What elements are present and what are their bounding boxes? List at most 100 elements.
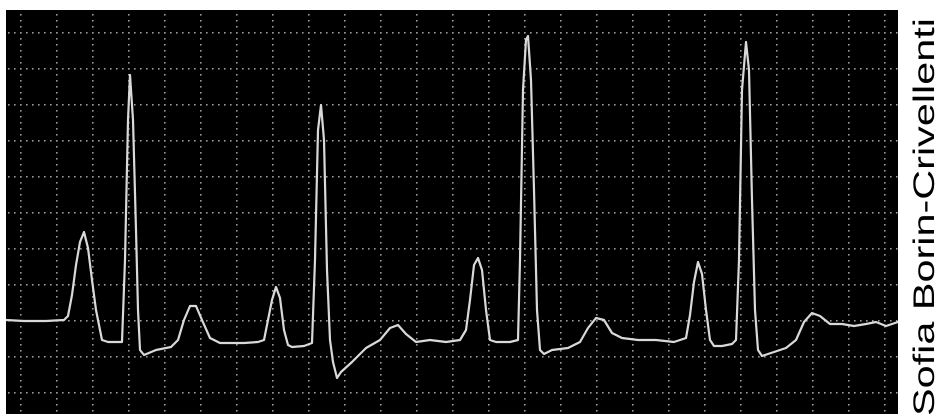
grid-dot bbox=[662, 32, 664, 34]
grid-dot bbox=[704, 266, 706, 268]
grid-dot bbox=[776, 314, 778, 316]
grid-dot bbox=[308, 92, 310, 94]
grid-dot bbox=[164, 98, 166, 100]
grid-dot bbox=[524, 344, 526, 346]
grid-dot bbox=[884, 200, 886, 202]
grid-dot bbox=[86, 392, 88, 394]
grid-dot bbox=[728, 176, 730, 178]
grid-dot bbox=[92, 188, 94, 190]
grid-dot bbox=[416, 194, 418, 196]
grid-dot bbox=[164, 92, 166, 94]
grid-dot bbox=[248, 32, 250, 34]
grid-dot bbox=[416, 140, 418, 142]
grid-dot bbox=[344, 218, 346, 220]
grid-dot bbox=[26, 32, 28, 34]
grid-dot bbox=[416, 200, 418, 202]
grid-dot bbox=[416, 26, 418, 28]
grid-dot bbox=[176, 392, 178, 394]
grid-dot bbox=[38, 104, 40, 106]
grid-dot bbox=[128, 20, 130, 22]
grid-dot bbox=[488, 122, 490, 124]
grid-dot bbox=[128, 14, 130, 16]
grid-dot bbox=[650, 248, 652, 250]
grid-dot bbox=[200, 92, 202, 94]
grid-dot bbox=[32, 392, 34, 394]
grid-dot bbox=[368, 104, 370, 106]
grid-dot bbox=[464, 284, 466, 286]
grid-dot bbox=[422, 284, 424, 286]
grid-dot bbox=[20, 224, 22, 226]
grid-dot bbox=[98, 212, 100, 214]
grid-dot bbox=[776, 176, 778, 178]
grid-dot bbox=[164, 356, 166, 358]
grid-dot bbox=[848, 332, 850, 334]
grid-dot bbox=[452, 50, 454, 52]
grid-dot bbox=[344, 410, 346, 412]
grid-dot bbox=[164, 164, 166, 166]
grid-dot bbox=[452, 332, 454, 334]
grid-dot bbox=[278, 320, 280, 322]
grid-dot bbox=[344, 140, 346, 142]
grid-dot bbox=[260, 320, 262, 322]
grid-dot bbox=[560, 260, 562, 262]
grid-dot bbox=[218, 284, 220, 286]
grid-dot bbox=[254, 284, 256, 286]
grid-dot bbox=[596, 68, 598, 70]
grid-dot bbox=[758, 68, 760, 70]
grid-dot bbox=[452, 302, 454, 304]
grid-dot bbox=[200, 338, 202, 340]
grid-dot bbox=[722, 392, 724, 394]
grid-dot bbox=[584, 140, 586, 142]
grid-dot bbox=[740, 248, 742, 250]
grid-dot bbox=[14, 176, 16, 178]
grid-dot bbox=[392, 284, 394, 286]
grid-dot bbox=[266, 68, 268, 70]
grid-dot bbox=[74, 392, 76, 394]
grid-dot bbox=[596, 122, 598, 124]
grid-dot bbox=[506, 140, 508, 142]
grid-dot bbox=[380, 410, 382, 412]
grid-dot bbox=[668, 74, 670, 76]
grid-dot bbox=[452, 308, 454, 310]
grid-dot bbox=[434, 248, 436, 250]
grid-dot bbox=[578, 392, 580, 394]
grid-dot bbox=[272, 368, 274, 370]
grid-dot bbox=[416, 158, 418, 160]
grid-dot bbox=[374, 140, 376, 142]
grid-dot bbox=[164, 128, 166, 130]
grid-dot bbox=[632, 50, 634, 52]
grid-dot bbox=[632, 44, 634, 46]
grid-dot bbox=[452, 116, 454, 118]
grid-dot bbox=[254, 212, 256, 214]
grid-dot bbox=[338, 68, 340, 70]
grid-dot bbox=[668, 404, 670, 406]
grid-dot bbox=[632, 230, 634, 232]
grid-dot bbox=[686, 284, 688, 286]
grid-dot bbox=[524, 290, 526, 292]
grid-dot bbox=[884, 266, 886, 268]
grid-dot bbox=[200, 56, 202, 58]
grid-dot bbox=[524, 242, 526, 244]
grid-dot bbox=[614, 212, 616, 214]
grid-dot bbox=[128, 50, 130, 52]
grid-dot bbox=[704, 206, 706, 208]
grid-dot bbox=[212, 356, 214, 358]
grid-dot bbox=[62, 32, 64, 34]
grid-dot bbox=[344, 374, 346, 376]
grid-dot bbox=[92, 152, 94, 154]
grid-dot bbox=[698, 176, 700, 178]
grid-dot bbox=[650, 104, 652, 106]
grid-dot bbox=[416, 86, 418, 88]
photo-credit-text: Sofia Borin-Crivellenti bbox=[908, 18, 941, 416]
grid-dot bbox=[830, 392, 832, 394]
grid-dot bbox=[884, 152, 886, 154]
grid-dot bbox=[308, 188, 310, 190]
grid-dot bbox=[248, 68, 250, 70]
grid-dot bbox=[380, 314, 382, 316]
grid-dot bbox=[188, 320, 190, 322]
grid-dot bbox=[476, 248, 478, 250]
grid-dot bbox=[818, 104, 820, 106]
grid-dot bbox=[602, 140, 604, 142]
grid-dot bbox=[416, 134, 418, 136]
grid-dot bbox=[494, 68, 496, 70]
